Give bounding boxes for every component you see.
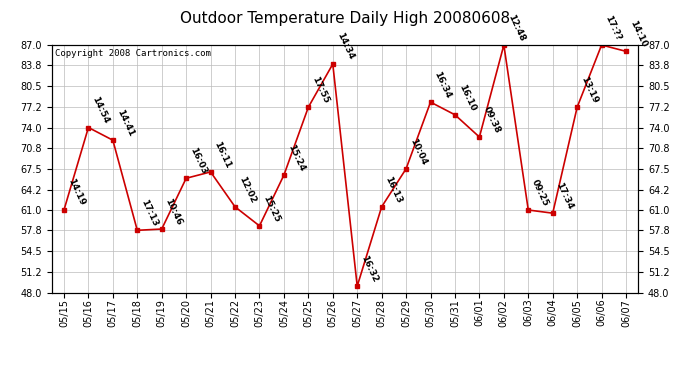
- Text: 14:41: 14:41: [115, 108, 135, 138]
- Text: 16:11: 16:11: [213, 140, 233, 170]
- Text: 14:54: 14:54: [90, 95, 110, 125]
- Text: Outdoor Temperature Daily High 20080608: Outdoor Temperature Daily High 20080608: [180, 11, 510, 26]
- Text: 13:19: 13:19: [579, 75, 600, 105]
- Text: 15:24: 15:24: [286, 143, 306, 172]
- Text: 16:13: 16:13: [384, 174, 404, 204]
- Text: 16:10: 16:10: [457, 82, 477, 112]
- Text: 14:34: 14:34: [335, 32, 355, 62]
- Text: 12:02: 12:02: [237, 175, 257, 204]
- Text: 09:38: 09:38: [482, 105, 502, 135]
- Text: 14:19: 14:19: [66, 177, 86, 207]
- Text: Copyright 2008 Cartronics.com: Copyright 2008 Cartronics.com: [55, 49, 210, 58]
- Text: 12:48: 12:48: [506, 13, 526, 42]
- Text: 17:55: 17:55: [310, 75, 331, 105]
- Text: 17:13: 17:13: [139, 198, 159, 228]
- Text: 14:10: 14:10: [628, 19, 648, 49]
- Text: 10:04: 10:04: [408, 136, 428, 166]
- Text: 16:32: 16:32: [359, 254, 380, 284]
- Text: 15:25: 15:25: [262, 194, 282, 224]
- Text: 17:??: 17:??: [604, 14, 623, 42]
- Text: 16:34: 16:34: [433, 70, 453, 100]
- Text: 16:03: 16:03: [188, 146, 208, 176]
- Text: 17:34: 17:34: [555, 181, 575, 211]
- Text: 10:46: 10:46: [164, 197, 184, 226]
- Text: 09:25: 09:25: [530, 178, 551, 207]
